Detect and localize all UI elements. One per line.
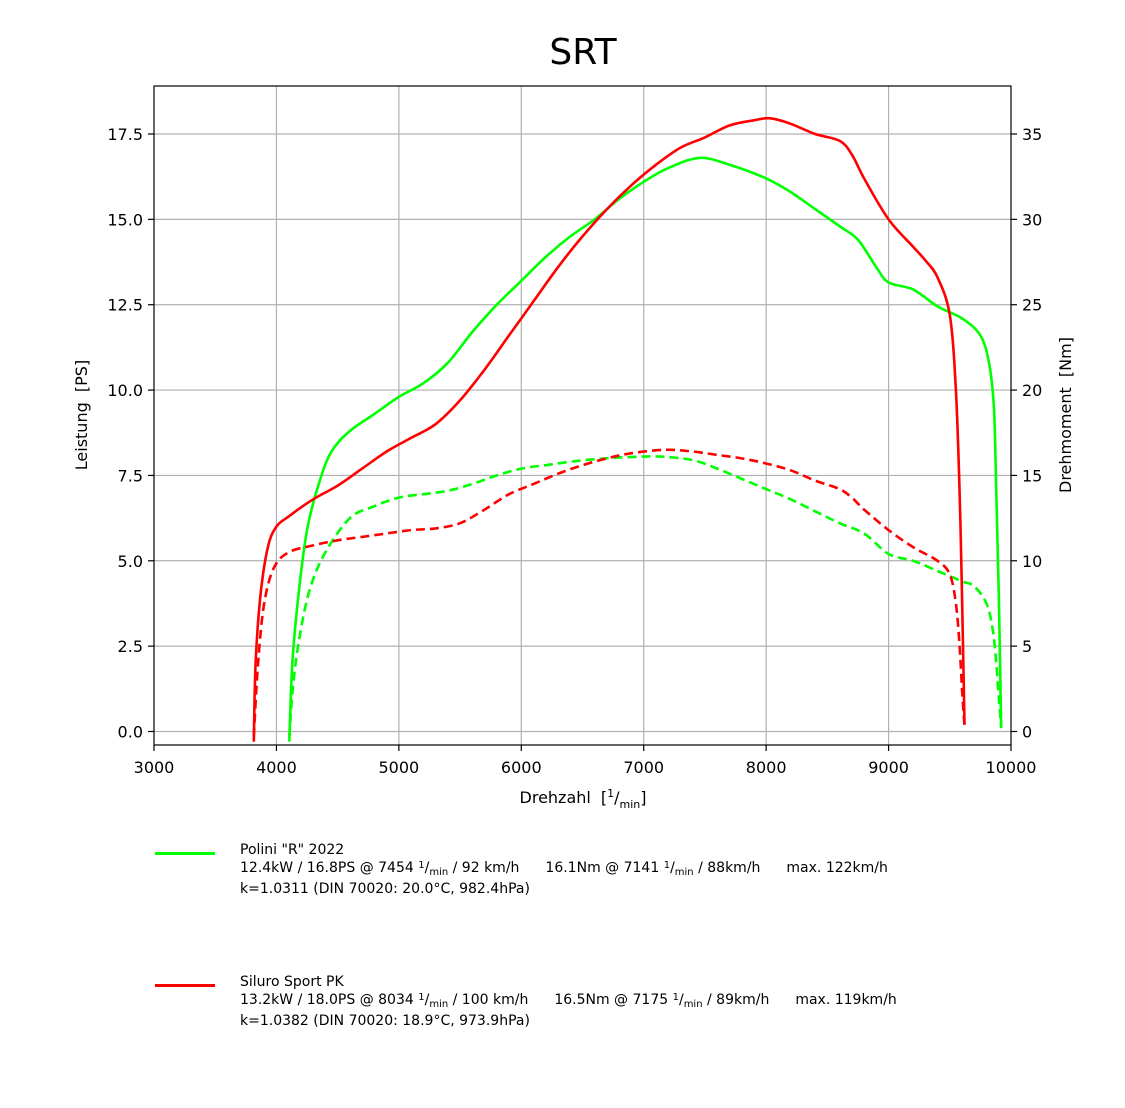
legend-speed-power: / 92 km/h [452,860,520,876]
legend-correction: k=1.0382 (DIN 70020: 18.9°C, 973.9hPa) [240,1013,530,1029]
y-left-tick-label: 0.0 [118,723,143,742]
legend-swatch-siluro [155,984,215,987]
legend-swatch-polini [155,852,215,855]
x-axis-label: Drehzahl [1/min] [520,787,647,811]
x-tick-label: 3000 [134,758,175,777]
legend-torque: 16.1Nm @ 7141 [545,860,660,876]
x-tick-label: 5000 [378,758,419,777]
x-axis-unit-den: min [619,798,640,811]
unit-den: min [429,999,449,1010]
legend-text-siluro: Siluro Sport PK 13.2kW / 18.0PS @ 8034 1… [240,974,897,1029]
series-group [252,116,1003,742]
y-right-tick-label: 25 [1022,296,1042,315]
siluro-power-line [252,116,966,742]
x-axis-unit-num: 1 [607,787,614,800]
y-right-tick-label: 10 [1022,552,1042,571]
unit-num: 1 [672,992,679,1003]
y-right-axis-ticks: 0 5 10 15 20 25 30 35 [1011,125,1042,742]
legend-speed-torque: / 88km/h [698,860,761,876]
y-left-tick-label: 10.0 [107,381,143,400]
x-tick-label: 8000 [746,758,787,777]
legend-name: Siluro Sport PK [240,974,344,990]
y-right-tick-label: 0 [1022,723,1032,742]
y-left-tick-label: 5.0 [118,552,143,571]
legend-power: 12.4kW / 16.8PS @ 7454 [240,860,414,876]
siluro-torque-line [252,448,966,737]
legend-speed-torque: / 89km/h [707,992,770,1008]
x-tick-label: 9000 [868,758,909,777]
plot-frame [153,85,1012,746]
unit-den: min [683,999,703,1010]
x-tick-label: 7000 [623,758,664,777]
legend-vmax: max. 122km/h [786,860,888,876]
y-left-tick-label: 17.5 [107,125,143,144]
y-left-axis-label: Leistung [PS] [72,360,91,470]
y-right-tick-label: 35 [1022,125,1042,144]
y-left-tick-label: 12.5 [107,296,143,315]
legend-power: 13.2kW / 18.0PS @ 8034 [240,992,414,1008]
y-right-tick-label: 15 [1022,466,1042,485]
legend-torque: 16.5Nm @ 7175 [554,992,669,1008]
unit-den: min [674,867,694,878]
unit-num: 1 [418,860,425,871]
x-axis-label-text: Drehzahl [520,788,591,807]
legend-vmax: max. 119km/h [795,992,897,1008]
x-tick-label: 10000 [986,758,1037,777]
y-left-axis-ticks: 0.0 2.5 5.0 7.5 10.0 12.5 15.0 17.5 [107,125,154,742]
unit-den: min [429,867,449,878]
y-right-tick-label: 20 [1022,381,1042,400]
legend-speed-power: / 100 km/h [452,992,529,1008]
unit-num: 1 [418,992,425,1003]
x-tick-label: 4000 [256,758,297,777]
y-left-tick-label: 7.5 [118,466,143,485]
unit-num: 1 [663,860,671,871]
y-right-axis-label: Drehmoment [Nm] [1056,337,1075,493]
y-right-tick-label: 30 [1022,210,1042,229]
x-axis-ticks: 3000 4000 5000 6000 7000 8000 9000 10000 [134,745,1037,777]
grid [154,86,1011,745]
legend-name: Polini "R" 2022 [240,842,345,858]
polini-torque-line [288,455,1003,737]
x-tick-label: 6000 [501,758,542,777]
y-left-tick-label: 15.0 [107,210,143,229]
chart-title: SRT [549,32,617,73]
y-left-tick-label: 2.5 [118,637,143,656]
y-right-tick-label: 5 [1022,637,1032,656]
legend-text-polini: Polini "R" 2022 12.4kW / 16.8PS @ 7454 1… [240,842,888,897]
legend-correction: k=1.0311 (DIN 70020: 20.0°C, 982.4hPa) [240,881,530,897]
polini-power-line [288,156,1003,742]
